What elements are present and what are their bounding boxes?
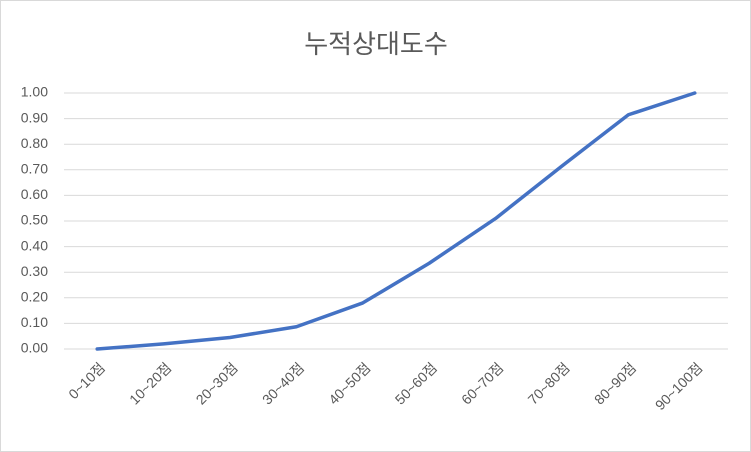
y-tick-label: 1.00	[21, 84, 48, 100]
y-tick-label: 0.90	[21, 109, 48, 125]
y-tick-label: 0.30	[21, 263, 48, 279]
y-tick-label: 0.40	[21, 237, 48, 253]
y-tick-label: 0.60	[21, 186, 48, 202]
line-series	[95, 91, 697, 351]
y-tick-label: 0.20	[21, 289, 48, 305]
y-tick-label: 0.80	[21, 135, 48, 151]
y-tick-label: 0.10	[21, 314, 48, 330]
chart-title: 누적상대도수	[304, 29, 448, 59]
y-tick-label: 0.50	[21, 212, 48, 228]
y-tick-label: 0.70	[21, 161, 48, 177]
y-tick-label: 0.00	[21, 340, 48, 356]
